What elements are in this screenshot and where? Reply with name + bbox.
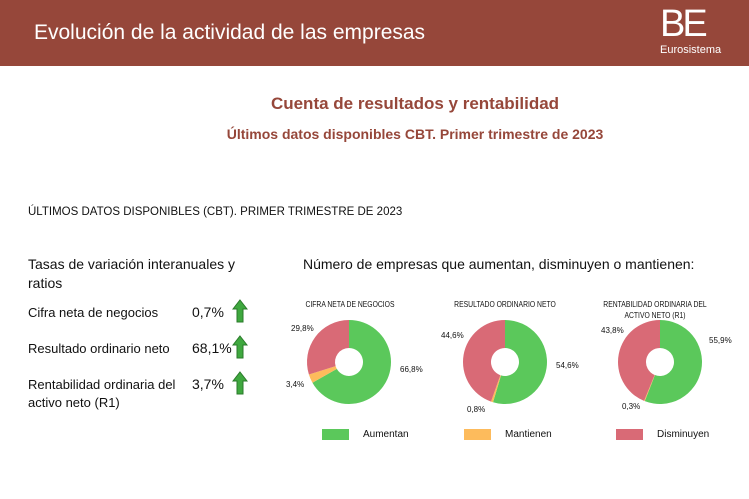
donut-slice-aumentan [312, 320, 391, 404]
rate-label: Resultado ordinario neto [28, 341, 170, 356]
data-label: 66,8% [400, 365, 423, 374]
page-subtitle: Últimos datos disponibles CBT. Primer tr… [226, 126, 604, 142]
logo-subtitle: Eurosistema [660, 44, 722, 56]
header-bar: Evolución de la actividad de las empresa… [0, 0, 749, 66]
legend-swatch-aumentan [322, 429, 349, 440]
arrow-up-icon [232, 371, 248, 395]
rates-title: Tasas de variación interanuales y ratios [28, 256, 236, 291]
data-label: 29,8% [291, 324, 314, 333]
section-label: ÚLTIMOS DATOS DISPONIBLES (CBT). PRIMER … [28, 206, 403, 218]
rate-value: 0,7% [192, 304, 224, 320]
data-label: 54,6% [556, 361, 579, 370]
chart-title: CIFRA NETA DE NEGOCIOS [305, 300, 395, 309]
donut-slice-disminuyen [463, 320, 505, 402]
legend-label: Aumentan [363, 429, 409, 440]
chart-title: RESULTADO ORDINARIO NETO [454, 300, 556, 309]
page-title: Cuenta de resultados y rentabilidad [270, 94, 560, 113]
legend-label: Disminuyen [657, 429, 710, 440]
data-label: 43,8% [601, 326, 624, 335]
legend-label: Mantienen [505, 429, 552, 440]
legend-swatch-mantienen [464, 429, 491, 440]
donut-slice-mantienen [644, 374, 655, 402]
header-title: Evolución de la actividad de las empresa… [34, 21, 426, 44]
donut-slice-aumentan [493, 320, 548, 405]
donut-slice-aumentan [644, 320, 702, 404]
rate-value: 68,1% [192, 340, 232, 356]
rate-label: Cifra neta de negocios [28, 305, 159, 320]
donut-slice-disminuyen [307, 320, 349, 375]
be-logo: BE Eurosistema [660, 4, 721, 56]
donut-slice-mantienen [308, 366, 337, 383]
data-label: 0,8% [467, 405, 486, 414]
logo-mark: BE [660, 3, 708, 45]
charts-title: Número de empresas que aumentan, disminu… [303, 256, 695, 272]
rate-value: 3,7% [192, 376, 224, 392]
donut-slice-disminuyen [618, 320, 660, 401]
arrow-up-icon [232, 299, 248, 323]
rate-label: Rentabilidad ordinaria del activo neto (… [28, 377, 176, 410]
data-label: 44,6% [441, 331, 464, 340]
donut-slice-mantienen [491, 375, 502, 403]
data-label: 55,9% [709, 336, 732, 345]
arrow-up-icon [232, 335, 248, 359]
data-label: 0,3% [622, 402, 641, 411]
data-label: 3,4% [286, 380, 305, 389]
legend-swatch-disminuyen [616, 429, 643, 440]
chart-title: RENTABILIDAD ORDINARIA DEL ACTIVO NETO (… [603, 300, 707, 320]
